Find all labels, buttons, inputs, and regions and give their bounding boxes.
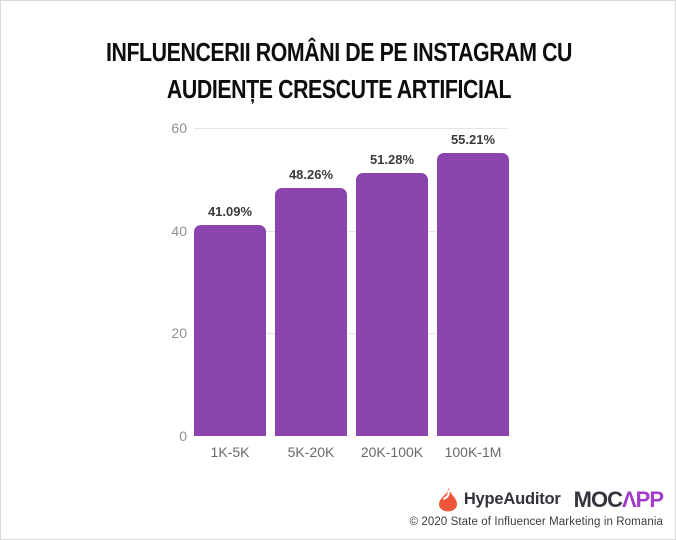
bar-5K-20K xyxy=(275,188,347,436)
gridline-40 xyxy=(194,231,507,232)
hypeauditor-wordmark: HypeAuditor xyxy=(463,490,561,508)
hypeauditor-logo: HypeAuditor xyxy=(438,487,561,512)
y-axis-tick-40: 40 xyxy=(171,223,187,239)
x-axis-tick-1K-5K: 1K-5K xyxy=(210,444,250,460)
flame-icon xyxy=(438,487,458,512)
bar-value-label-100K-1M: 55.21% xyxy=(450,132,496,147)
mocapp-logo: MOCΛPP xyxy=(573,487,664,512)
page-title-line-1: INFLUENCERII ROMÂNI DE PE INSTAGRAM CU xyxy=(105,37,573,67)
bar-value-label-1K-5K: 41.09% xyxy=(207,204,253,219)
x-axis-tick-20K-100K: 20K-100K xyxy=(360,444,424,460)
y-axis-tick-20: 20 xyxy=(171,325,187,341)
x-axis-tick-100K-1M: 100K-1M xyxy=(444,444,502,460)
bar-group-5K-20K: 48.26% 5K-20K xyxy=(275,128,347,460)
gridline-60 xyxy=(194,128,507,129)
mocapp-wordmark-dark: MOC xyxy=(573,487,623,512)
x-axis-tick-5K-20K: 5K-20K xyxy=(287,444,335,460)
copyright-text: © 2020 State of Influencer Marketing in … xyxy=(409,516,663,528)
bar-group-1K-5K: 41.09% 1K-5K xyxy=(194,128,266,460)
bar-20K-100K xyxy=(356,173,428,436)
bar-value-label-20K-100K: 51.28% xyxy=(369,152,415,167)
page-title: INFLUENCERII ROMÂNI DE PE INSTAGRAM CU AU… xyxy=(62,34,616,108)
y-axis-tick-60: 60 xyxy=(171,120,187,136)
bar-100K-1M xyxy=(437,153,509,436)
brand-logos: HypeAuditor MOCΛPP xyxy=(438,487,664,512)
bar-1K-5K xyxy=(194,225,266,436)
y-axis-tick-0: 0 xyxy=(179,428,187,444)
bar-value-label-5K-20K: 48.26% xyxy=(288,167,334,182)
mocapp-wordmark-accent: ΛPP xyxy=(621,487,664,512)
bar-group-100K-1M: 55.21% 100K-1M xyxy=(437,128,509,460)
gridline-20 xyxy=(194,333,507,334)
bar-group-20K-100K: 51.28% 20K-100K xyxy=(356,128,428,460)
page-title-line-2: AUDIENȚE CRESCUTE ARTIFICIAL xyxy=(166,74,512,104)
